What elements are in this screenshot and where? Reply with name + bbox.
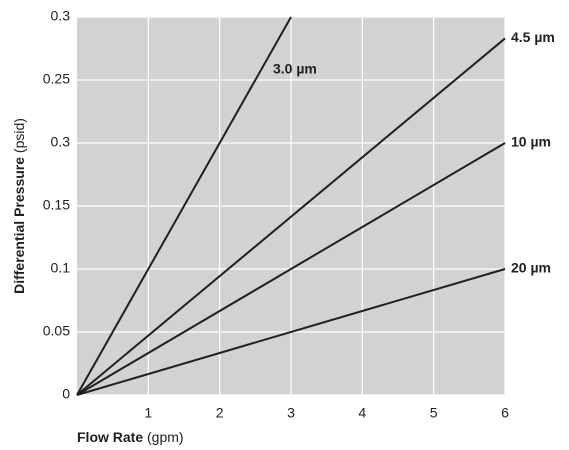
x-tick-label: 3	[287, 405, 295, 421]
y-tick-label: 0.3	[51, 134, 71, 150]
series-label: 20 µm	[511, 260, 551, 276]
y-tick-label: 0.05	[43, 323, 70, 339]
y-unit: (psid)	[11, 118, 27, 153]
y-tick-label: 0.3	[51, 8, 71, 24]
series-line	[76, 142, 506, 396]
x-label: Flow Rate	[77, 429, 143, 445]
y-label: Differential Pressure	[11, 157, 27, 294]
y-tick-label: 0.15	[43, 197, 70, 213]
series-line	[76, 37, 506, 396]
x-tick-label: 5	[430, 405, 438, 421]
x-axis-label: Flow Rate (gpm)	[77, 429, 184, 445]
series-label: 10 µm	[511, 134, 551, 150]
x-tick-label: 1	[144, 405, 152, 421]
y-tick-label: 0	[62, 386, 70, 402]
x-tick-label: 4	[358, 405, 366, 421]
y-tick-label: 0.1	[51, 260, 71, 276]
x-unit: (gpm)	[147, 429, 184, 445]
x-tick-label: 6	[501, 405, 509, 421]
y-tick-label: 0.25	[43, 71, 70, 87]
series-label: 3.0 µm	[273, 61, 317, 77]
y-axis-label: Differential Pressure (psid)	[11, 118, 27, 294]
series-line	[76, 16, 292, 396]
series-label: 4.5 µm	[511, 29, 555, 45]
x-tick-label: 2	[216, 405, 224, 421]
series-line	[76, 268, 506, 396]
